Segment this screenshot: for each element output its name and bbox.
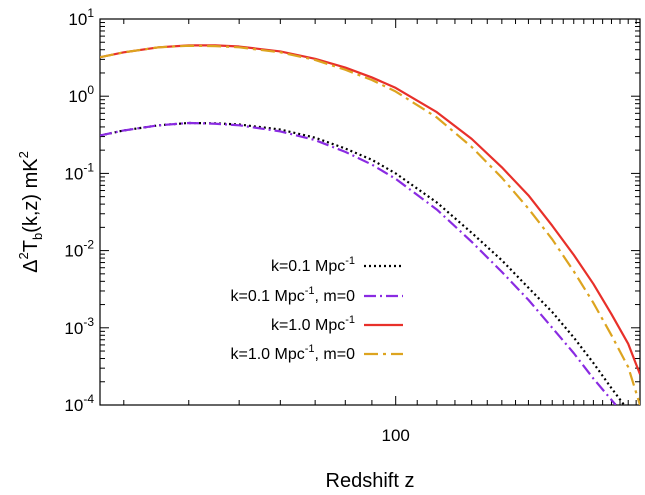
legend-label-2: k=0.1 Mpc-1, m=0 — [230, 285, 355, 305]
series-line-4 — [100, 44, 640, 405]
y-axis-title-unit-exp: 2 — [16, 151, 31, 158]
x-tick-label: 100 — [382, 426, 410, 445]
legend-label-1: k=0.1 Mpc-1 — [271, 255, 355, 275]
series-line-2 — [100, 121, 617, 405]
y-axis-title: Δ2Tb(k,z) mK2 — [16, 151, 45, 273]
plot-frame — [99, 18, 641, 406]
legend-label-4: k=1.0 Mpc-1, m=0 — [230, 343, 355, 363]
y-tick-label: 10-4 — [64, 392, 94, 415]
axis-labels: 10-4 10-3 10-2 10-1 100 101 100 — [64, 6, 409, 445]
series-line-3 — [100, 44, 640, 375]
y-axis-title-T: T — [20, 240, 42, 252]
y-axis-title-exp: 2 — [16, 252, 31, 259]
series-line-1 — [100, 121, 626, 405]
legend-label-3: k=1.0 Mpc-1 — [271, 314, 355, 334]
y-tick-label: 100 — [68, 83, 94, 106]
legend: k=0.1 Mpc-1 k=0.1 Mpc-1, m=0 k=1.0 Mpc-1 k=… — [230, 255, 403, 363]
y-axis-title-rest: (k,z) mK — [20, 158, 42, 233]
y-axis-title-sub: b — [30, 233, 45, 240]
y-tick-label: 10-1 — [64, 160, 94, 183]
tick-marks — [100, 18, 640, 406]
x-axis-title: Redshift z — [326, 470, 415, 492]
y-axis-title-delta: Δ — [20, 260, 42, 273]
y-tick-label: 10-3 — [64, 315, 94, 338]
y-tick-label: 101 — [68, 6, 94, 29]
series-layer — [100, 44, 640, 405]
y-tick-label: 10-2 — [64, 238, 94, 261]
